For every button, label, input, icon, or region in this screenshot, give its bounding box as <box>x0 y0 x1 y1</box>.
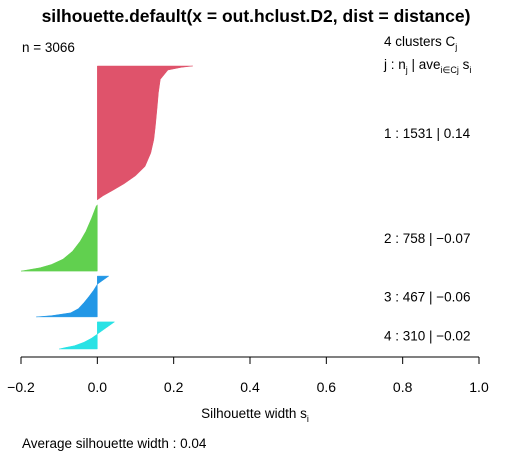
x-axis: −0.2 0.0 0.2 0.4 0.6 0.8 1.0 <box>7 356 489 395</box>
x-tick-label: 0.2 <box>164 379 184 395</box>
x-axis-label: Silhouette width si <box>201 406 309 424</box>
x-tick-label: 0.4 <box>240 379 260 395</box>
cluster-4-silhouette <box>59 321 116 350</box>
clusters-header: 4 clusters Cj <box>384 34 457 52</box>
silhouette-bars <box>20 65 193 350</box>
n-label: n = 3066 <box>22 40 75 55</box>
chart-title: silhouette.default(x = out.hclust.D2, di… <box>42 6 471 26</box>
cluster-3-silhouette <box>36 275 110 318</box>
x-tick-label: 0.8 <box>393 379 413 395</box>
cluster-2-label: 2 : 758 | −0.07 <box>384 231 470 246</box>
cluster-3-label: 3 : 467 | −0.06 <box>384 289 470 304</box>
x-tick-label: 0.0 <box>88 379 108 395</box>
legend-header: j : nj | avei∈Cj si <box>383 57 471 75</box>
cluster-2-silhouette <box>20 203 98 272</box>
average-silhouette-label: Average silhouette width : 0.04 <box>22 436 207 451</box>
cluster-1-label: 1 : 1531 | 0.14 <box>384 126 471 141</box>
x-tick-label: −0.2 <box>7 379 35 395</box>
cluster-labels: 1 : 1531 | 0.14 2 : 758 | −0.07 3 : 467 | … <box>384 126 471 344</box>
cluster-4-label: 4 : 310 | −0.02 <box>384 328 470 343</box>
x-tick-label: 1.0 <box>469 379 489 395</box>
cluster-1-silhouette <box>97 65 193 201</box>
x-tick-label: 0.6 <box>317 379 337 395</box>
